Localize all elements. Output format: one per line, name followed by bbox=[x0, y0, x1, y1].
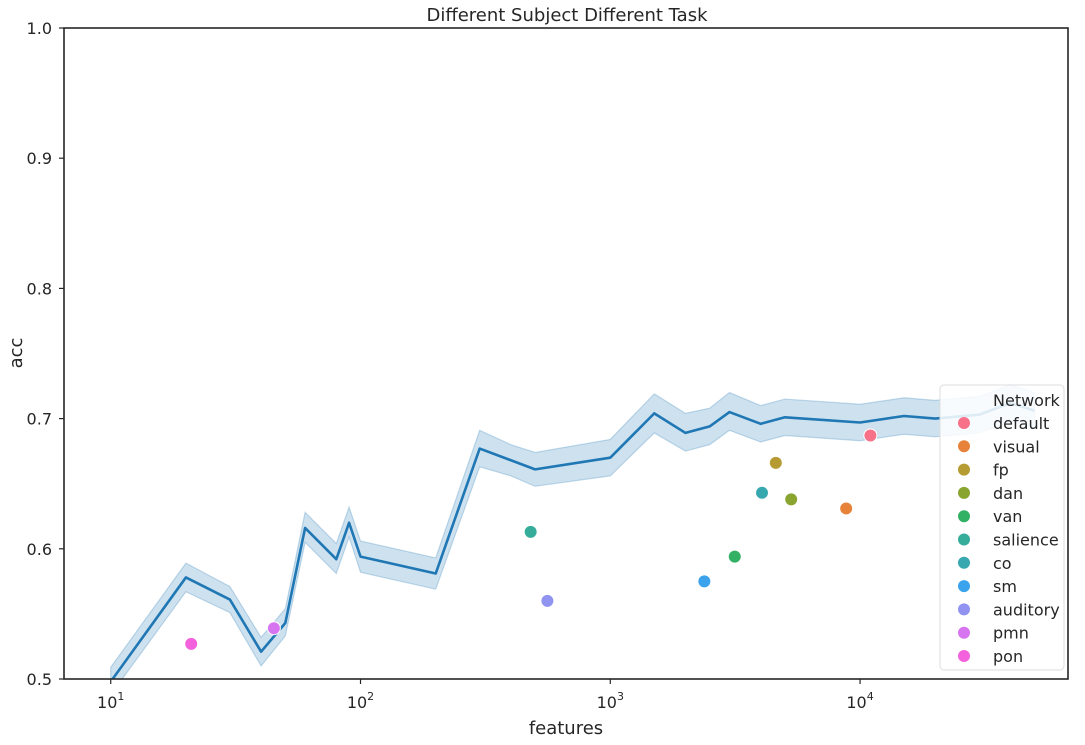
y-axis-label: acc bbox=[6, 338, 27, 369]
legend-marker-pon bbox=[958, 650, 970, 662]
y-tick-label: 1.0 bbox=[27, 19, 52, 38]
legend-label-fp: fp bbox=[993, 461, 1009, 480]
scatter-point-pmn bbox=[266, 621, 281, 636]
legend-label-auditory: auditory bbox=[993, 600, 1060, 619]
legend-label-pmn: pmn bbox=[993, 624, 1029, 643]
legend-marker-van bbox=[958, 510, 970, 523]
legend-label-co: co bbox=[993, 554, 1012, 573]
scatter-point-salience bbox=[523, 524, 538, 539]
scatter-point-van bbox=[727, 549, 742, 564]
scatter-point-dan bbox=[784, 492, 799, 507]
legend-marker-visual bbox=[958, 440, 970, 453]
legend-label-salience: salience bbox=[993, 531, 1059, 550]
axes-frame bbox=[63, 27, 1069, 680]
scatter-point-default bbox=[863, 428, 878, 443]
mean-accuracy-line bbox=[111, 401, 1036, 679]
legend-marker-auditory bbox=[958, 603, 970, 616]
legend-marker-co bbox=[958, 556, 970, 569]
legend-box bbox=[939, 384, 1065, 671]
legend: Network default visual fp dan van salience co sm… bbox=[939, 384, 1065, 671]
legend-marker-salience bbox=[958, 533, 970, 546]
scatter-point-sm bbox=[697, 574, 712, 589]
x-tick-label: 102 bbox=[347, 690, 374, 712]
scatter-point-pon bbox=[184, 636, 199, 651]
x-tick-label: 104 bbox=[846, 690, 873, 712]
legend-marker-fp bbox=[958, 463, 970, 476]
scatter-point-visual bbox=[839, 501, 854, 516]
legend-label-pon: pon bbox=[993, 647, 1023, 666]
scatter-point-co bbox=[755, 485, 770, 500]
y-tick-label: 0.8 bbox=[27, 279, 52, 298]
y-axis: 0.5 0.6 0.7 0.8 0.9 1.0 bbox=[27, 19, 64, 689]
scatter-point-fp bbox=[768, 455, 783, 470]
legend-label-dan: dan bbox=[993, 484, 1023, 503]
legend-label-sm: sm bbox=[993, 577, 1017, 596]
x-axis-label: features bbox=[529, 718, 603, 739]
legend-title: Network bbox=[993, 391, 1061, 410]
x-axis: 101 102 103 104 bbox=[97, 679, 874, 712]
scatter-point-auditory bbox=[540, 593, 555, 608]
legend-label-visual: visual bbox=[993, 437, 1040, 456]
y-tick-label: 0.9 bbox=[27, 149, 52, 168]
legend-marker-dan bbox=[958, 486, 970, 499]
legend-marker-sm bbox=[958, 580, 970, 593]
x-tick-label: 103 bbox=[597, 690, 624, 712]
legend-label-default: default bbox=[993, 414, 1049, 433]
confidence-band bbox=[110, 384, 1036, 679]
y-tick-label: 0.7 bbox=[27, 410, 52, 429]
legend-marker-pmn bbox=[958, 626, 970, 639]
plot-area bbox=[110, 384, 1036, 679]
chart-title: Different Subject Different Task bbox=[426, 5, 708, 26]
x-tick-label: 101 bbox=[97, 690, 124, 712]
legend-label-van: van bbox=[993, 507, 1022, 526]
y-tick-label: 0.5 bbox=[27, 670, 52, 689]
y-tick-label: 0.6 bbox=[27, 540, 52, 559]
legend-marker-default bbox=[958, 417, 970, 429]
